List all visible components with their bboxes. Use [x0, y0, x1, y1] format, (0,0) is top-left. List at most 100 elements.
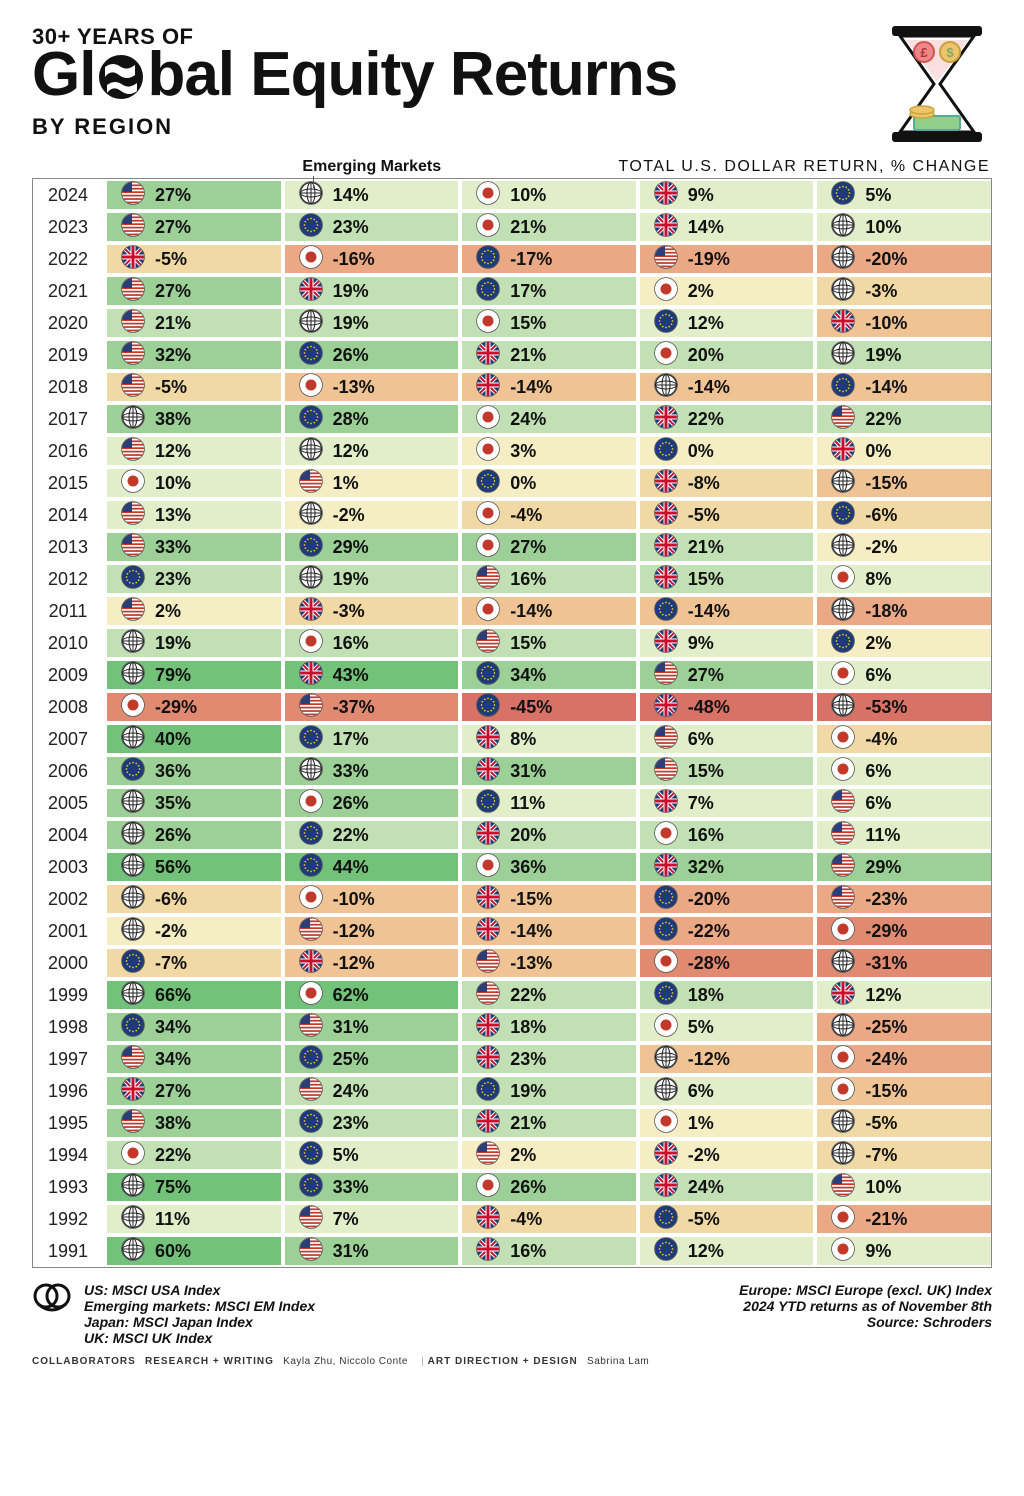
- eu-flag-icon: [831, 501, 855, 530]
- return-cell: 21%: [107, 309, 281, 337]
- table-row: 200535%26%11%7%6%: [33, 787, 991, 819]
- return-value: 24%: [333, 1081, 369, 1102]
- return-value: -5%: [688, 1209, 720, 1230]
- return-cell: 12%: [817, 981, 991, 1009]
- return-cell: -15%: [817, 1077, 991, 1105]
- us-flag-icon: [476, 981, 500, 1010]
- return-value: 20%: [688, 345, 724, 366]
- footer-logo-icon: [32, 1282, 72, 1312]
- credits-art: Sabrina Lam: [587, 1356, 649, 1367]
- table-row: 199422%5%2%-2%-7%: [33, 1139, 991, 1171]
- return-cell: 38%: [107, 1109, 281, 1137]
- em-flag-icon: [121, 789, 145, 818]
- return-value: 12%: [865, 985, 901, 1006]
- return-value: -4%: [510, 505, 542, 526]
- jp-flag-icon: [121, 1141, 145, 1170]
- return-cell: 31%: [285, 1013, 459, 1041]
- return-cell: 23%: [285, 1109, 459, 1137]
- return-value: 22%: [510, 985, 546, 1006]
- return-cell: -5%: [817, 1109, 991, 1137]
- return-value: 17%: [333, 729, 369, 750]
- return-value: 26%: [333, 345, 369, 366]
- em-flag-icon: [299, 437, 323, 466]
- return-cell: 14%: [640, 213, 814, 241]
- return-cell: 29%: [817, 853, 991, 881]
- return-cell: 8%: [462, 725, 636, 753]
- uk-flag-icon: [654, 629, 678, 658]
- footer-left-line: Japan: MSCI Japan Index: [84, 1314, 315, 1330]
- return-value: 35%: [155, 793, 191, 814]
- return-cell: 19%: [285, 565, 459, 593]
- eu-flag-icon: [476, 661, 500, 690]
- return-value: -16%: [333, 249, 375, 270]
- year-label: 2003: [33, 857, 103, 878]
- jp-flag-icon: [476, 437, 500, 466]
- return-cell: 6%: [640, 725, 814, 753]
- jp-flag-icon: [831, 565, 855, 594]
- uk-flag-icon: [654, 693, 678, 722]
- return-cell: 16%: [462, 1237, 636, 1265]
- return-cell: -20%: [640, 885, 814, 913]
- em-flag-icon: [121, 853, 145, 882]
- return-cell: 20%: [462, 821, 636, 849]
- header-title: Gl bal Equity Returns: [32, 44, 992, 112]
- em-flag-icon: [121, 1173, 145, 1202]
- jp-flag-icon: [476, 213, 500, 242]
- return-value: 27%: [155, 1081, 191, 1102]
- uk-flag-icon: [476, 725, 500, 754]
- return-value: -14%: [865, 377, 907, 398]
- year-label: 2019: [33, 345, 103, 366]
- return-cell: -48%: [640, 693, 814, 721]
- uk-flag-icon: [654, 533, 678, 562]
- return-cell: 36%: [462, 853, 636, 881]
- table-row: 200356%44%36%32%29%: [33, 851, 991, 883]
- usd-return-label: TOTAL U.S. DOLLAR RETURN, % CHANGE: [462, 158, 990, 176]
- return-value: 56%: [155, 857, 191, 878]
- eu-flag-icon: [476, 469, 500, 498]
- footer-left-line: UK: MSCI UK Index: [84, 1330, 315, 1346]
- return-value: 36%: [155, 761, 191, 782]
- return-value: 33%: [333, 761, 369, 782]
- return-cell: 19%: [285, 277, 459, 305]
- year-label: 2013: [33, 537, 103, 558]
- return-cell: 6%: [640, 1077, 814, 1105]
- year-label: 1997: [33, 1049, 103, 1070]
- return-cell: -12%: [285, 949, 459, 977]
- return-cell: 10%: [817, 213, 991, 241]
- return-value: 19%: [510, 1081, 546, 1102]
- return-value: -31%: [865, 953, 907, 974]
- return-cell: -15%: [462, 885, 636, 913]
- return-value: 24%: [510, 409, 546, 430]
- footer-right-line: 2024 YTD returns as of November 8th: [739, 1298, 992, 1314]
- return-cell: 35%: [107, 789, 281, 817]
- year-label: 2024: [33, 185, 103, 206]
- return-cell: 15%: [640, 565, 814, 593]
- us-flag-icon: [299, 1013, 323, 1042]
- return-value: -17%: [510, 249, 552, 270]
- eu-flag-icon: [299, 725, 323, 754]
- return-cell: -20%: [817, 245, 991, 273]
- eu-flag-icon: [654, 885, 678, 914]
- return-cell: 27%: [107, 1077, 281, 1105]
- table-row: 202427%14%10%9%5%: [33, 179, 991, 211]
- table-row: 201019%16%15%9%2%: [33, 627, 991, 659]
- return-cell: 28%: [285, 405, 459, 433]
- return-value: 10%: [865, 217, 901, 238]
- return-cell: 16%: [640, 821, 814, 849]
- return-cell: 2%: [462, 1141, 636, 1169]
- return-value: 15%: [510, 633, 546, 654]
- return-value: -20%: [865, 249, 907, 270]
- eu-flag-icon: [299, 533, 323, 562]
- return-value: 22%: [333, 825, 369, 846]
- eu-flag-icon: [654, 309, 678, 338]
- return-cell: 26%: [285, 341, 459, 369]
- return-value: 22%: [155, 1145, 191, 1166]
- eu-flag-icon: [476, 789, 500, 818]
- us-flag-icon: [476, 949, 500, 978]
- uk-flag-icon: [476, 373, 500, 402]
- table-row: 199375%33%26%24%10%: [33, 1171, 991, 1203]
- us-flag-icon: [654, 725, 678, 754]
- em-flag-icon: [654, 373, 678, 402]
- return-value: 3%: [510, 441, 536, 462]
- return-cell: -13%: [285, 373, 459, 401]
